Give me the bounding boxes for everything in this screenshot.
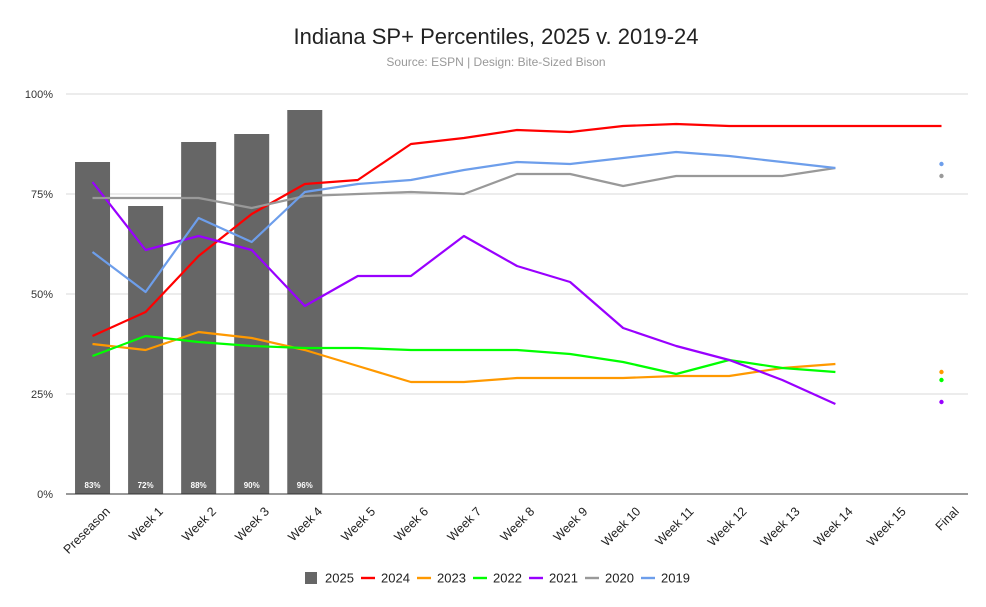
grid-layer: [66, 93, 968, 395]
y-tick-label: 25%: [31, 389, 53, 401]
axis-layer: 0% 25% 50% 75% 100% Preseason Week 1 Week 2 Week…: [25, 89, 968, 557]
series-line-2019: [91, 150, 836, 294]
x-tick-label: Week 1: [126, 504, 166, 544]
x-tick-label: Week 3: [232, 504, 272, 544]
legend-label-2025: 2025: [325, 571, 354, 586]
x-tick-label: Week 12: [705, 504, 750, 549]
bar-data-label: 72%: [138, 481, 154, 490]
x-tick-label: Week 4: [285, 504, 325, 544]
final-point-2019: [939, 161, 944, 167]
bar-2025: [287, 110, 323, 494]
line-layer: [91, 122, 944, 406]
y-tick-label: 0%: [37, 489, 53, 501]
legend: 2025 2024 2023 2022 2021 2020 2019: [305, 571, 690, 586]
legend-label-2019: 2019: [661, 571, 690, 586]
series-line-2021: [91, 181, 836, 406]
x-tick-label: Week 2: [179, 504, 219, 544]
legend-swatch-2025: [305, 572, 317, 584]
bar-2025: [181, 142, 217, 494]
x-tick-label: Final: [933, 504, 962, 533]
series-line-2023: [92, 330, 836, 384]
x-tick-label: Week 10: [599, 504, 644, 549]
series-line-2020: [92, 166, 836, 210]
x-tick-label: Week 5: [338, 504, 378, 544]
x-tick-label: Week 8: [498, 504, 538, 544]
y-tick-label: 75%: [31, 189, 53, 201]
legend-label-2020: 2020: [605, 571, 634, 586]
x-tick-label: Week 7: [445, 504, 485, 544]
x-tick-label: Week 15: [864, 504, 909, 549]
legend-label-2024: 2024: [381, 571, 410, 586]
series-line-2024: [92, 122, 942, 338]
x-tick-label: Preseason: [61, 504, 113, 556]
x-tick-label: Week 13: [758, 504, 803, 549]
final-point-2020: [939, 173, 944, 179]
legend-label-2021: 2021: [549, 571, 578, 586]
x-tick-label: Week 9: [551, 504, 591, 544]
bar-data-label: 88%: [191, 481, 207, 490]
x-tick-label: Week 11: [653, 504, 697, 548]
chart-subtitle: Source: ESPN | Design: Bite-Sized Bison: [386, 55, 605, 69]
legend-label-2023: 2023: [437, 571, 466, 586]
y-tick-label: 100%: [25, 89, 53, 101]
y-tick-label: 50%: [31, 289, 53, 301]
final-point-2021: [939, 399, 944, 405]
bar-2025: [75, 162, 111, 494]
legend-label-2022: 2022: [493, 571, 522, 586]
x-tick-label: Week 6: [392, 504, 432, 544]
bar-layer: 83% 72% 88% 90% 96%: [75, 110, 323, 494]
bar-data-label: 83%: [85, 481, 101, 490]
chart-title: Indiana SP+ Percentiles, 2025 v. 2019-24: [293, 24, 698, 49]
series-line-2022: [92, 334, 836, 376]
final-point-2022: [939, 377, 944, 383]
bar-2025: [234, 134, 270, 494]
x-tick-label: Week 14: [811, 504, 856, 549]
bar-data-label: 96%: [297, 481, 313, 490]
final-point-2023: [939, 369, 944, 375]
bar-data-label: 90%: [244, 481, 260, 490]
